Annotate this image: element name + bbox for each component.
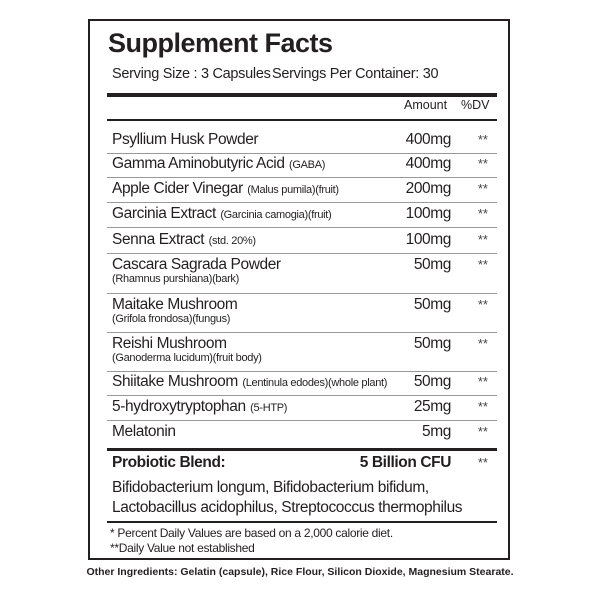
ingredient-dv: ** <box>477 336 488 351</box>
ingredient-amount: 100mg <box>405 205 452 222</box>
ingredient-amount: 50mg <box>413 296 452 313</box>
ingredient-note: (5-HTP) <box>250 402 288 414</box>
panel-title: Supplement Facts <box>108 28 333 58</box>
ingredient-row: Garcinia Extract (Garcinia camogia)(frui… <box>112 205 496 223</box>
ingredient-note: (Lentinula edodes)(whole plant) <box>242 377 388 389</box>
row-divider <box>107 293 497 294</box>
ingredient-row: Apple Cider Vinegar (Malus pumila)(fruit… <box>112 180 496 198</box>
probiotic-strains-line-1: Bifidobacterium longum, Bifidobacterium … <box>112 479 429 496</box>
probiotic-dv: ** <box>477 455 488 470</box>
ingredient-note: (GABA) <box>289 159 326 171</box>
ingredient-row: Maitake Mushroom (Grifola frondosa)(fungu… <box>112 296 496 325</box>
ingredient-amount: 50mg <box>413 373 452 390</box>
row-divider <box>107 395 497 396</box>
row-divider <box>107 202 497 203</box>
footnote-not-established: **Daily Value not established <box>110 541 255 555</box>
footnote-dv: * Percent Daily Values are based on a 2,… <box>110 526 393 540</box>
other-ingredients: Other Ingredients: Gelatin (capsule), Ri… <box>86 566 514 578</box>
thick-divider <box>107 93 497 97</box>
ingredient-row: Senna Extract (std. 20%) 100mg ** <box>112 231 496 249</box>
probiotic-strains-line-2: Lactobacillus acidophilus, Streptococcus… <box>112 499 463 516</box>
servings-per-container: Servings Per Container: 30 <box>272 66 439 82</box>
ingredient-name: 5-hydroxytryptophan <box>112 398 246 415</box>
ingredient-name: Senna Extract <box>112 231 205 248</box>
probiotic-amount: 5 Billion CFU <box>359 454 452 471</box>
serving-size: Serving Size : 3 Capsules <box>112 66 271 82</box>
ingredient-amount: 100mg <box>405 231 452 248</box>
ingredient-note: (std. 20%) <box>208 235 256 247</box>
ingredient-dv: ** <box>477 257 488 272</box>
ingredient-note: (Malus pumila)(fruit) <box>247 184 339 196</box>
ingredient-dv: ** <box>477 424 488 439</box>
ingredient-row: Melatonin 5mg ** <box>112 423 496 441</box>
ingredient-row: Cascara Sagrada Powder (Rhamnus purshiana… <box>112 256 496 285</box>
ingredient-note: (Grifola frondosa)(fungus) <box>112 313 231 325</box>
ingredient-name: Garcinia Extract <box>112 205 216 222</box>
ingredient-name: Psyllium Husk Powder <box>112 131 259 148</box>
ingredient-amount: 25mg <box>413 398 452 415</box>
row-divider <box>107 253 497 254</box>
thick-divider <box>107 448 497 451</box>
row-divider <box>107 177 497 178</box>
ingredient-dv: ** <box>477 206 488 221</box>
row-divider <box>107 332 497 333</box>
ingredient-amount: 5mg <box>422 423 451 440</box>
ingredient-name: Reishi Mushroom <box>112 335 227 352</box>
ingredient-dv: ** <box>477 156 488 171</box>
probiotic-row: Probiotic Blend: 5 Billion CFU ** <box>112 454 496 472</box>
footnote-divider <box>107 521 497 523</box>
ingredient-note: (Rhamnus purshiana)(bark) <box>112 273 239 285</box>
ingredient-dv: ** <box>477 399 488 414</box>
ingredient-dv: ** <box>477 181 488 196</box>
ingredient-name: Shiitake Mushroom <box>112 373 238 390</box>
ingredient-name: Melatonin <box>112 423 176 440</box>
ingredient-amount: 200mg <box>405 180 452 197</box>
ingredient-name: Cascara Sagrada Powder <box>112 256 281 273</box>
ingredient-name: Apple Cider Vinegar <box>112 180 243 197</box>
ingredient-dv: ** <box>477 374 488 389</box>
row-divider <box>107 227 497 228</box>
ingredient-dv: ** <box>477 232 488 247</box>
ingredient-amount: 400mg <box>405 155 452 172</box>
ingredient-amount: 50mg <box>413 256 452 273</box>
ingredient-amount: 400mg <box>405 131 452 148</box>
header-divider <box>107 119 497 121</box>
dv-header: %DV <box>461 98 490 112</box>
ingredient-name: Maitake Mushroom <box>112 296 238 313</box>
row-divider <box>107 153 497 154</box>
row-divider <box>107 371 497 372</box>
ingredient-row: Shiitake Mushroom (Lentinula edodes)(who… <box>112 373 496 391</box>
ingredient-row: Reishi Mushroom (Ganoderma lucidum)(fruit… <box>112 335 496 364</box>
ingredient-row: 5-hydroxytryptophan (5-HTP) 25mg ** <box>112 398 496 416</box>
ingredient-row: Gamma Aminobutyric Acid (GABA) 400mg ** <box>112 155 496 173</box>
ingredient-row: Psyllium Husk Powder 400mg ** <box>112 131 496 149</box>
ingredient-note: (Garcinia camogia)(fruit) <box>220 209 332 221</box>
probiotic-name: Probiotic Blend: <box>112 454 226 471</box>
ingredient-note: (Ganoderma lucidum)(fruit body) <box>112 352 262 364</box>
ingredient-dv: ** <box>477 132 488 147</box>
ingredient-dv: ** <box>477 297 488 312</box>
row-divider <box>107 420 497 421</box>
amount-header: Amount <box>404 98 448 112</box>
ingredient-amount: 50mg <box>413 335 452 352</box>
supplement-facts-panel <box>88 19 510 560</box>
ingredient-name: Gamma Aminobutyric Acid <box>112 155 285 172</box>
